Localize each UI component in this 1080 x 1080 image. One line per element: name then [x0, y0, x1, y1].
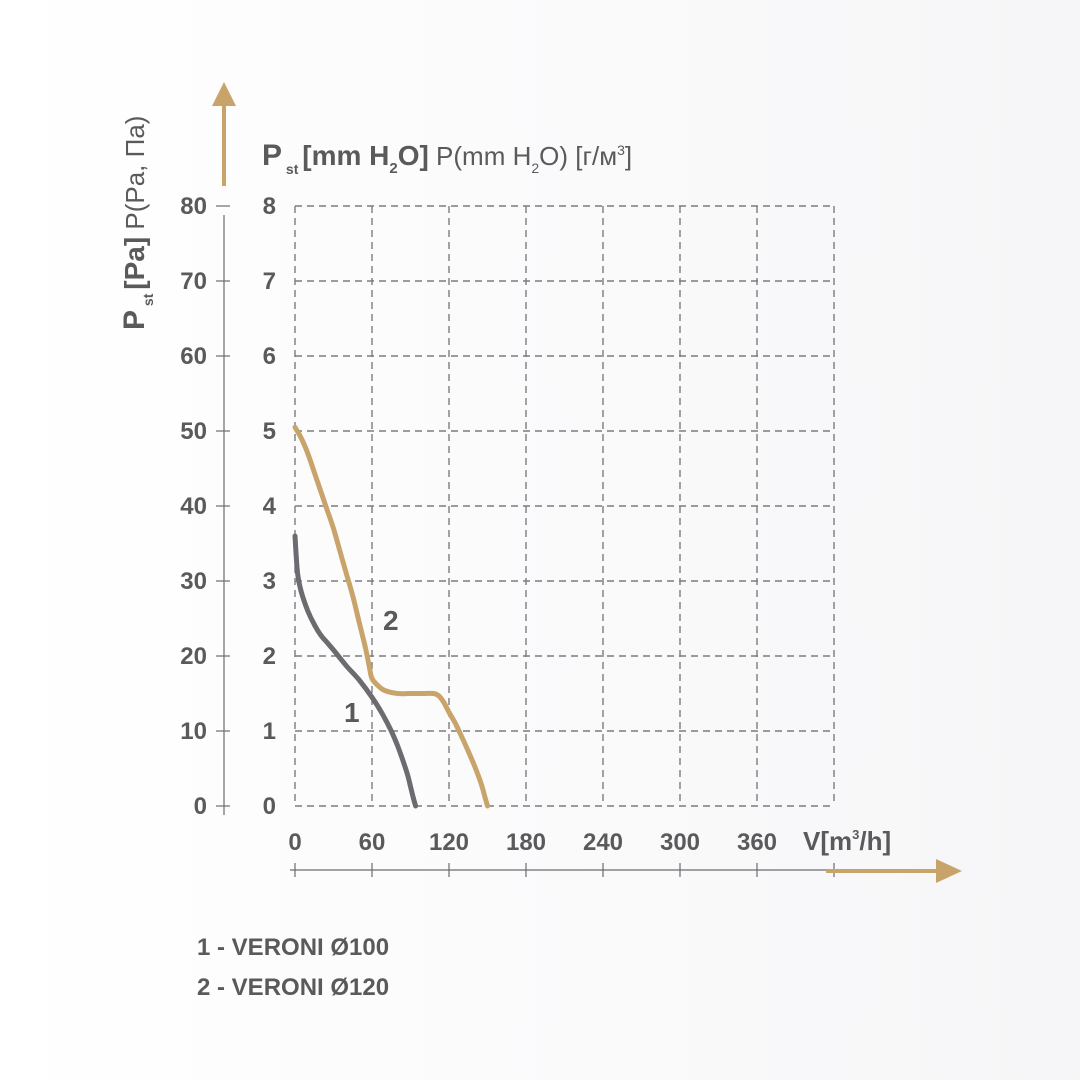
- right-axis-title: P st [mm H2O] P(mm H2O) [г/м3]: [262, 139, 632, 177]
- right-tick-label: 5: [263, 418, 276, 445]
- axes: [212, 82, 962, 883]
- right-tick-label: 8: [263, 193, 276, 220]
- left-tick-label: 20: [180, 643, 207, 670]
- legend-item-1: 1 - VERONI Ø100: [197, 934, 389, 961]
- left-tick-label: 0: [194, 793, 207, 820]
- left-tick-label: 70: [180, 268, 207, 295]
- legend-item-2: 2 - VERONI Ø120: [197, 974, 389, 1001]
- series-2-line: [292, 424, 490, 809]
- y-arrow-head: [212, 82, 236, 106]
- grid: [294, 205, 835, 807]
- x-tick-label: 0: [288, 829, 301, 856]
- curves: 12: [292, 424, 490, 809]
- left-tick-label: 10: [180, 718, 207, 745]
- x-arrow-head: [936, 859, 962, 883]
- right-tick-label: 4: [263, 493, 277, 520]
- x-tick-label: 120: [429, 829, 469, 856]
- left-tick-labels: 0 10 20 30 40 50 60 70 80: [180, 193, 207, 820]
- right-tick-label: 0: [263, 793, 276, 820]
- series-1-label: 1: [344, 697, 360, 728]
- right-tick-label: 2: [263, 643, 276, 670]
- x-tick-label: 300: [660, 829, 700, 856]
- left-tick-label: 30: [180, 568, 207, 595]
- right-tick-labels: 0 1 2 3 4 5 6 7 8: [263, 193, 277, 820]
- left-tick-label: 50: [180, 418, 207, 445]
- left-tick-label: 60: [180, 343, 207, 370]
- x-tick-label: 240: [583, 829, 623, 856]
- series-1-line: [292, 533, 419, 809]
- right-tick-label: 7: [263, 268, 276, 295]
- x-tick-labels: 0 60 120 180 240 300 360: [288, 829, 777, 856]
- right-tick-label: 6: [263, 343, 276, 370]
- series-2-label: 2: [383, 605, 399, 636]
- right-tick-label: 3: [263, 568, 276, 595]
- x-tick-label: 60: [359, 829, 386, 856]
- left-axis-title: P st [Pa] P(Pa, Па): [118, 116, 156, 330]
- right-tick-label: 1: [263, 718, 276, 745]
- left-tick-label: 40: [180, 493, 207, 520]
- left-tick-label: 80: [180, 193, 207, 220]
- x-tick-label: 360: [737, 829, 777, 856]
- x-tick-label: 180: [506, 829, 546, 856]
- x-axis-title: V[m3/h]: [803, 826, 891, 856]
